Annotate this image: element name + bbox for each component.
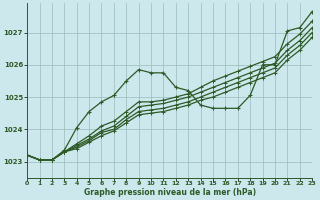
- X-axis label: Graphe pression niveau de la mer (hPa): Graphe pression niveau de la mer (hPa): [84, 188, 256, 197]
